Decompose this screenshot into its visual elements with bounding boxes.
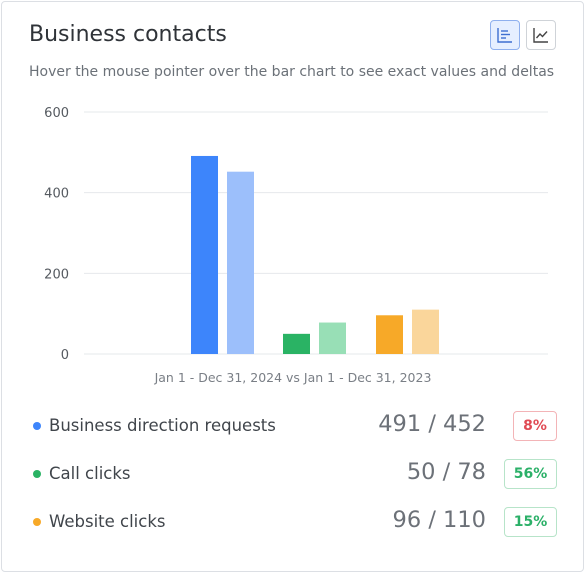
bar-chart-icon: [497, 28, 512, 43]
bar-current[interactable]: [191, 155, 218, 354]
x-axis-label: Jan 1 - Dec 31, 2024 vs Jan 1 - Dec 31, …: [154, 370, 432, 385]
series-dot-blue: [33, 422, 41, 430]
delta-badge: 15%: [504, 507, 557, 537]
metric-value: 96 / 110: [392, 507, 486, 533]
metric-label: Business direction requests: [49, 416, 276, 435]
metric-row-call-clicks: Call clicks 50 / 78 56%: [0, 458, 587, 490]
metric-label: Call clicks: [49, 464, 131, 483]
bar-previous[interactable]: [319, 322, 346, 354]
y-tick-label: 600: [44, 106, 69, 121]
y-tick-label: 200: [44, 267, 69, 282]
y-tick-label: 0: [61, 348, 69, 363]
bar-current[interactable]: [376, 315, 403, 354]
series-dot-orange: [33, 518, 41, 526]
card-title: Business contacts: [29, 22, 227, 47]
bar-previous[interactable]: [227, 171, 254, 354]
metric-value: 491 / 452: [378, 411, 486, 437]
y-tick-label: 400: [44, 187, 69, 202]
metric-value: 50 / 78: [406, 459, 486, 485]
bar-chart-toggle-button[interactable]: [490, 20, 520, 50]
metric-row-business-direction-requests: Business direction requests 491 / 452 8%: [0, 410, 587, 442]
line-chart-toggle-button[interactable]: [526, 20, 556, 50]
bar-chart[interactable]: 600 400 200 0 Jan 1 - Dec 31, 2024 vs Jan 1 …: [0, 96, 587, 396]
metric-row-website-clicks: Website clicks 96 / 110 15%: [0, 506, 587, 538]
line-chart-icon: [533, 28, 548, 43]
metric-label: Website clicks: [49, 512, 166, 531]
series-dot-green: [33, 470, 41, 478]
card-subtitle: Hover the mouse pointer over the bar cha…: [29, 64, 555, 80]
delta-badge: 56%: [504, 459, 557, 489]
bar-previous[interactable]: [412, 309, 439, 354]
bar-current[interactable]: [283, 333, 310, 354]
delta-badge: 8%: [513, 411, 557, 441]
